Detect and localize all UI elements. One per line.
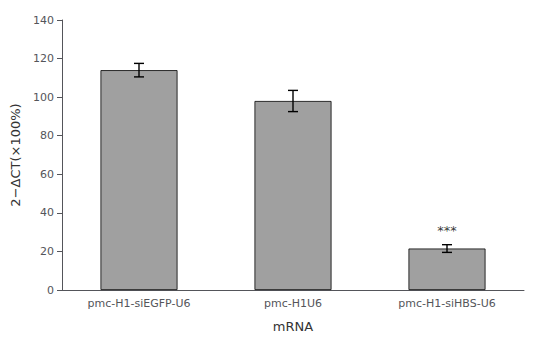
svg-text:140: 140 [33,14,54,27]
svg-text:pmc-H1U6: pmc-H1U6 [264,297,322,310]
svg-text:100: 100 [33,91,54,104]
svg-text:40: 40 [40,206,54,219]
svg-text:80: 80 [40,129,54,142]
svg-text:pmc-H1-siEGFP-U6: pmc-H1-siEGFP-U6 [88,297,191,310]
svg-text:20: 20 [40,245,54,258]
svg-text:pmc-H1-siHBS-U6: pmc-H1-siHBS-U6 [398,297,495,310]
svg-text:0: 0 [47,284,54,297]
svg-text:mRNA: mRNA [273,319,313,334]
svg-text:***: *** [437,223,457,238]
svg-text:60: 60 [40,168,54,181]
svg-text:120: 120 [33,52,54,65]
svg-text:2−ΔCT(×100%): 2−ΔCT(×100%) [8,103,23,206]
